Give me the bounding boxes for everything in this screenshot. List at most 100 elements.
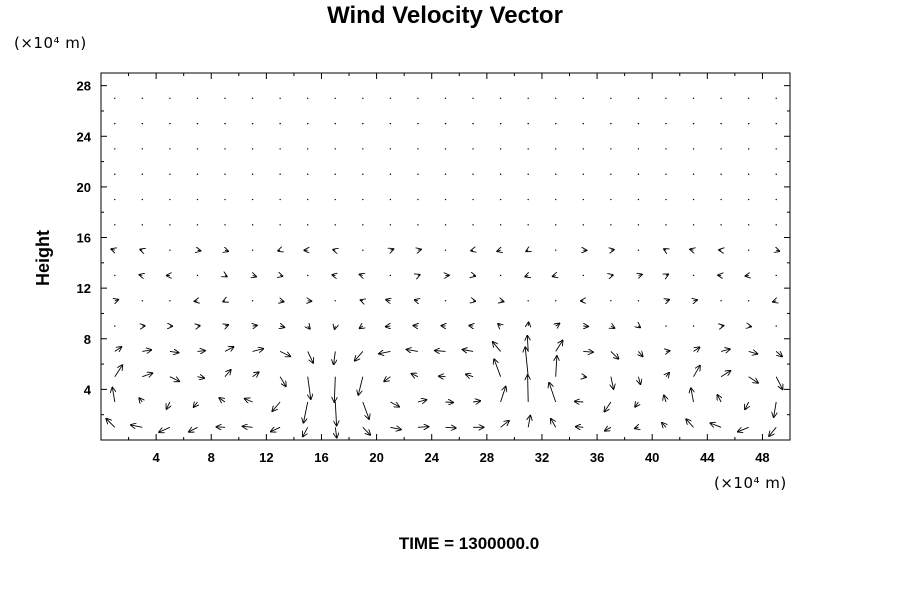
vector-dot [637, 300, 640, 302]
wind-vector [462, 350, 474, 352]
wind-vector [501, 301, 504, 302]
vector-dot [610, 198, 612, 201]
y-tick-label: 16 [77, 231, 91, 246]
wind-vector [418, 249, 422, 250]
y-tick-label: 24 [77, 129, 92, 144]
vector-dot [307, 148, 309, 150]
wind-vector [279, 376, 286, 387]
x-axis-ticks: 4 8 12 16 20 24 28 32 36 40 44 48 [128, 73, 770, 465]
vector-dot [582, 224, 584, 226]
wind-vector [166, 401, 170, 409]
wind-vector [691, 388, 694, 403]
vector-dot [169, 148, 171, 150]
vector-dot [251, 148, 254, 150]
wind-vector [664, 395, 666, 403]
vector-dot [472, 148, 474, 150]
wind-vector [359, 274, 363, 275]
vector-dot [665, 122, 667, 125]
wind-vector [445, 427, 457, 428]
vector-dot [279, 97, 281, 100]
vector-dot [251, 224, 254, 226]
wind-vector [500, 386, 506, 403]
vector-dot [417, 173, 419, 175]
vector-dot [307, 122, 309, 125]
wind-vector [252, 349, 264, 352]
vector-dot [582, 198, 584, 201]
wind-vector [140, 249, 143, 250]
vector-dot [114, 97, 116, 100]
wind-vector [413, 326, 418, 327]
wind-vector [335, 401, 336, 426]
wind-vector [360, 300, 363, 301]
wind-vector [775, 351, 782, 356]
vector-dot [720, 97, 722, 100]
y-unit-label: (×10⁴ m) [14, 34, 87, 52]
vector-dot [279, 173, 281, 175]
wind-vector [198, 326, 201, 327]
wind-vector [142, 350, 151, 352]
vector-dot [389, 173, 392, 175]
vector-dot [196, 173, 199, 175]
wind-vector [308, 326, 310, 329]
vector-dot [472, 97, 474, 100]
vector-dot [499, 97, 502, 100]
wind-vector [114, 365, 123, 377]
wind-vector [308, 376, 311, 400]
vector-dot [444, 148, 447, 150]
wind-vector [362, 426, 371, 435]
wind-vector [335, 326, 336, 329]
wind-vector [278, 250, 280, 251]
wind-vector [527, 335, 528, 352]
wind-vector [556, 356, 557, 377]
vector-dot [169, 198, 171, 201]
vector-dot [334, 122, 336, 125]
wind-vector [720, 349, 730, 351]
vector-dot [499, 122, 502, 125]
vector-dot [169, 300, 171, 302]
vector-dot [224, 97, 226, 100]
vector-dot [720, 122, 722, 125]
y-tick-label: 8 [84, 332, 91, 347]
vector-dot [499, 224, 502, 226]
vector-dot [527, 97, 529, 100]
vector-dot [582, 97, 584, 100]
vector-dot [444, 249, 447, 251]
vector-dot [610, 97, 612, 100]
wind-vector [604, 401, 612, 412]
wind-vector [359, 326, 363, 328]
wind-vector [774, 401, 777, 418]
vector-dot [775, 198, 777, 201]
vector-dot [610, 173, 612, 175]
wind-vector [115, 300, 119, 301]
wind-vector [583, 351, 593, 352]
vector-dot [307, 173, 309, 175]
wind-vector [225, 276, 227, 277]
wind-vector [280, 276, 283, 277]
vector-dot [720, 173, 722, 175]
x-tick-label: 40 [645, 450, 659, 465]
vector-dot [169, 173, 171, 175]
vector-dot [775, 97, 777, 100]
vector-dot [582, 274, 584, 277]
vector-dot [692, 97, 695, 100]
wind-vector [721, 326, 724, 327]
wind-vector [131, 425, 143, 427]
x-tick-label: 12 [259, 450, 273, 465]
vector-dot [527, 300, 529, 302]
wind-vector [272, 401, 281, 411]
wind-vector [690, 249, 694, 250]
vector-dot [610, 224, 612, 226]
wind-vector [225, 325, 229, 326]
wind-vector [638, 376, 640, 385]
wind-vector [142, 373, 153, 377]
vector-dot [775, 148, 777, 150]
vector-dot [555, 198, 557, 201]
wind-vector [666, 373, 669, 377]
vector-dot [610, 300, 612, 302]
x-tick-label: 4 [153, 450, 161, 465]
vector-dot [775, 274, 777, 277]
wind-vector [334, 351, 336, 364]
vector-dot [747, 224, 750, 226]
time-label: TIME = 1300000.0 [399, 534, 539, 553]
wind-vector [497, 250, 501, 251]
